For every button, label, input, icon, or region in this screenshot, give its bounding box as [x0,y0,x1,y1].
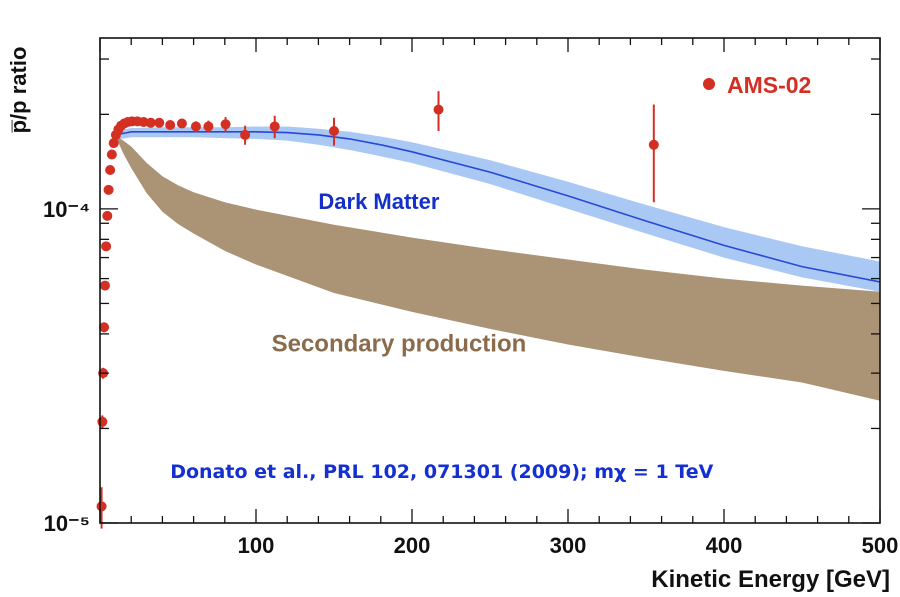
ams02-marker [99,322,110,333]
ams02-point [240,125,251,145]
ams02-marker [240,129,251,140]
ams02-marker [203,121,214,132]
dark-matter-label: Dark Matter [318,189,439,214]
ams02-point [648,104,659,203]
ams02-point [96,487,107,529]
reference-label: Donato et al., PRL 102, 071301 (2009); m… [170,461,713,483]
ams02-marker [97,416,108,427]
ams02-marker [648,139,659,150]
legend-label-ams02: AMS-02 [727,72,811,98]
y-tick-label: 10⁻⁴ [43,197,90,222]
ams02-point [99,322,110,333]
ams02-marker [433,104,444,115]
x-tick-label: 500 [862,533,899,558]
ams02-point [203,120,214,133]
ams02-point [105,164,116,175]
ams02-marker [99,280,110,291]
ams02-marker [106,149,117,160]
ams02-point [433,91,444,132]
ams02-point [269,115,280,139]
x-tick-label: 100 [238,533,275,558]
dark-matter-line [115,131,880,283]
ams02-point [145,117,156,128]
ams02-point [103,184,114,195]
ams02-marker [105,164,116,175]
x-tick-label: 300 [550,533,587,558]
ams02-marker [103,184,114,195]
ams02-point [165,119,176,130]
ams02-marker [102,210,113,221]
ams02-point [176,118,187,129]
ams02-point [190,121,201,132]
legend-marker-ams02 [703,78,715,90]
ams02-marker [145,117,156,128]
ams02-marker [108,138,119,149]
ams02-point [106,149,117,160]
ams02-point [97,415,108,429]
secondary-label: Secondary production [272,330,527,357]
plot-frame [99,37,881,524]
ams02-point [220,117,231,132]
ams02-point [101,241,112,252]
ams02-point [329,117,339,146]
ams02-marker [220,119,231,130]
ams02-point [99,280,110,291]
ams02-marker [190,121,201,132]
ams02-marker [96,501,107,512]
ams02-marker [165,119,176,130]
ams02-point [154,117,165,128]
ams02-marker [269,121,280,132]
dark-matter-band [115,126,880,292]
y-axis-title: p̅/p ratio [6,47,31,134]
ams02-marker [329,126,339,137]
x-tick-label: 200 [394,533,431,558]
ams02-marker [101,241,112,252]
x-tick-label: 400 [706,533,743,558]
y-tick-label: 10⁻⁵ [44,511,90,536]
x-axis-title: Kinetic Energy [GeV] [651,566,890,593]
ams02-marker [176,118,187,129]
secondary-production-band [115,135,880,401]
ams02-point [102,210,113,221]
ams02-marker [154,117,165,128]
ams02-point [108,138,119,149]
